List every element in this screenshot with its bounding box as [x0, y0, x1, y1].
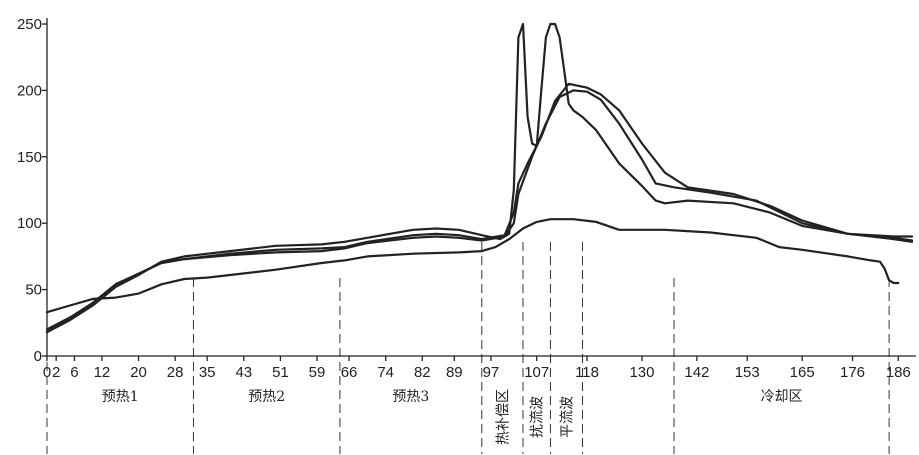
x-ticks: 0 2 6 12 20 28 35 43 51 59 66 74 82 89 97 107 118 130 142 1… — [43, 356, 911, 381]
y-ticks: 0 50 100 150 200 250 — [17, 16, 47, 365]
x-tick-label: 82 — [414, 364, 431, 381]
x-tick-label: 20 — [130, 364, 147, 381]
zone-label: 预热1 — [102, 389, 139, 405]
y-tick-label: 50 — [25, 282, 42, 299]
x-tick-label: 89 — [446, 364, 463, 381]
series-line-4 — [45, 82, 914, 334]
x-tick-label: 59 — [309, 364, 326, 381]
x-tick-label: 97 — [483, 364, 500, 381]
x-tick-label: 153 — [735, 364, 760, 381]
series-line-3 — [45, 22, 914, 334]
zone-label: 预热3 — [392, 389, 429, 405]
x-tick-label: 43 — [235, 364, 252, 381]
zone-label: 冷却区 — [761, 389, 803, 405]
x-tick-label: 142 — [684, 364, 709, 381]
x-tick-label: 118 — [575, 364, 599, 381]
series-line-2 — [45, 89, 914, 331]
zone-label: 扰流波 — [530, 396, 546, 438]
zone-label: 热补偿区 — [495, 389, 511, 445]
y-tick-label: 200 — [17, 82, 42, 99]
x-tick-label: 130 — [629, 364, 654, 381]
x-tick-label: 107 — [524, 364, 549, 381]
x-tick-label: 6 — [70, 364, 78, 381]
x-tick-label: 28 — [167, 364, 184, 381]
zone-label: 预热2 — [248, 389, 285, 405]
zone-labels: 预热1 预热2 预热3 热补偿区 扰流波 平流波 冷却区 — [102, 389, 803, 445]
zone-label: 平流波 — [559, 396, 575, 438]
zone-divider-lines — [46, 242, 890, 454]
x-tick-label: 74 — [377, 364, 394, 381]
x-tick-label: 186 — [886, 364, 911, 381]
x-tick-label: 51 — [272, 364, 289, 381]
y-tick-label: 250 — [17, 16, 42, 33]
y-tick-label: 0 — [34, 348, 42, 365]
x-tick-label: 176 — [840, 364, 865, 381]
series-line-1 — [45, 218, 900, 314]
x-tick-label: 0 — [43, 364, 51, 381]
y-tick-label: 150 — [17, 149, 42, 166]
x-tick-label: 2 — [52, 364, 60, 381]
x-tick-label: 12 — [94, 364, 111, 381]
y-tick-label: 100 — [17, 215, 42, 232]
series-lines — [45, 22, 914, 334]
x-tick-label: 165 — [790, 364, 815, 381]
x-tick-label: 66 — [341, 364, 358, 381]
x-tick-label: 35 — [199, 364, 216, 381]
